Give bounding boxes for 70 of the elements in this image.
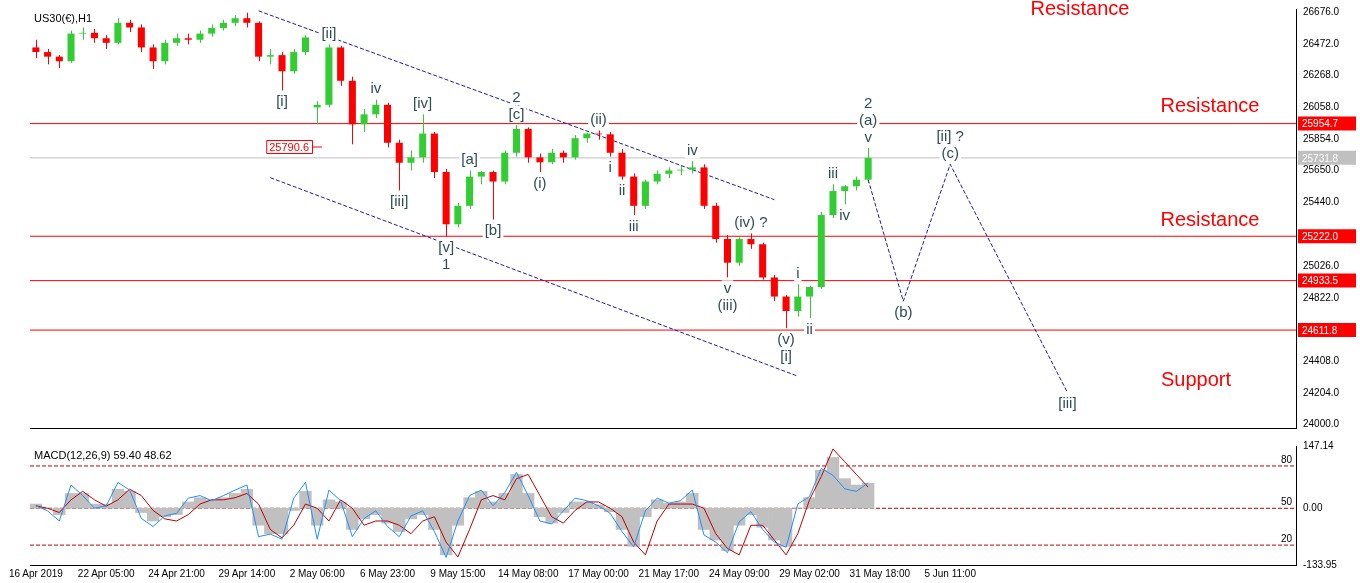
annotation: Resistance <box>1160 93 1260 116</box>
ref-line-label: 25222.0 <box>1302 231 1339 243</box>
x-tick-label: 29 May 02:00 <box>779 567 841 579</box>
x-tick-label: 14 May 08:00 <box>497 567 559 579</box>
x-tick-label: 21 May 17:00 <box>638 567 700 579</box>
y-tick-label: 26472.0 <box>1303 37 1340 49</box>
annotation: 80 <box>1280 453 1293 465</box>
y-tick-label: 24204.0 <box>1303 386 1340 398</box>
text: (i) <box>533 173 547 191</box>
y-tick-label: 25440.0 <box>1303 196 1340 208</box>
annotation: Resistance <box>1030 0 1130 19</box>
x-tick-label: 29 Apr 14:00 <box>218 567 276 579</box>
annotation: 50 <box>1280 496 1293 508</box>
y-tick-label: 147.14 <box>1303 439 1335 451</box>
x-tick-label: 17 May 00:00 <box>568 567 630 579</box>
y-tick-label: 24000.0 <box>1303 417 1340 429</box>
y-tick-label: 24408.0 <box>1303 355 1340 367</box>
text: [ii] <box>321 24 337 42</box>
y-tick-label: 25854.0 <box>1303 132 1340 144</box>
text: 2 (a) v <box>858 93 878 145</box>
y-tick-label: 25026.0 <box>1303 260 1340 272</box>
y-tick-label: 25650.0 <box>1303 164 1340 176</box>
y-tick-label: 26676.0 <box>1303 6 1340 18</box>
annotation: Support <box>1160 367 1232 390</box>
text: v (iii) <box>717 278 738 313</box>
text: [v] 1 <box>438 238 455 273</box>
data-label: (b) <box>894 302 913 320</box>
text: (iv) ? <box>734 213 768 231</box>
text: i <box>608 158 612 176</box>
annotation: 20 <box>1280 532 1293 544</box>
x-tick-label: 2 May 06:00 <box>289 567 346 579</box>
x-tick-label: 16 Apr 2019 <box>8 567 64 579</box>
x-tick-label: 24 Apr 21:00 <box>148 567 206 579</box>
chart-title: MACD(12,26,9) 59.40 48.62 <box>34 448 172 461</box>
annotation: 25790.6 <box>269 141 309 154</box>
text: [i] <box>276 92 288 110</box>
x-tick-label: 24 May 09:00 <box>708 567 770 579</box>
text: [iv] <box>413 93 433 111</box>
text: iii <box>827 163 838 181</box>
chart-title: US30(€),H1 <box>34 11 93 24</box>
text: [a] <box>461 150 478 168</box>
x-tick-label: 5 Jun 11:00 <box>924 567 977 579</box>
text: [iii] <box>390 192 409 210</box>
text: i <box>796 263 800 281</box>
text: (ii) <box>590 110 607 128</box>
y-tick-label: -133.95 <box>1303 558 1338 570</box>
x-tick-label: 22 Apr 05:00 <box>77 567 135 579</box>
data-label: [iii] <box>1058 394 1077 412</box>
text: [b] <box>484 221 502 239</box>
x-tick-label: 31 May 18:00 <box>849 567 911 579</box>
y-tick-label: 26268.0 <box>1303 69 1340 81</box>
text: ii <box>618 181 626 199</box>
ref-line-label: 25954.7 <box>1302 118 1339 130</box>
text: ii <box>806 319 813 337</box>
y-tick-label: 26058.0 <box>1303 101 1340 113</box>
text: iv <box>686 140 698 158</box>
ref-line-label: 24933.5 <box>1302 275 1339 287</box>
annotation: Resistance <box>1160 207 1260 230</box>
data-label: [ii] ? (c) <box>936 126 964 161</box>
ref-line-label: 24611.8 <box>1302 324 1338 336</box>
text: iv <box>839 205 851 223</box>
y-tick-label: 0.00 <box>1303 502 1323 514</box>
text: iii <box>628 216 639 234</box>
y-tick-label: 24822.0 <box>1303 291 1340 303</box>
text: iv <box>370 79 382 97</box>
x-tick-label: 6 May 23:00 <box>360 567 416 579</box>
text: 2 [c] <box>508 87 525 122</box>
text: (v) [i] <box>777 329 795 364</box>
ref-line-label: 25731.8 <box>1302 152 1339 164</box>
x-tick-label: 9 May 15:00 <box>430 567 486 579</box>
